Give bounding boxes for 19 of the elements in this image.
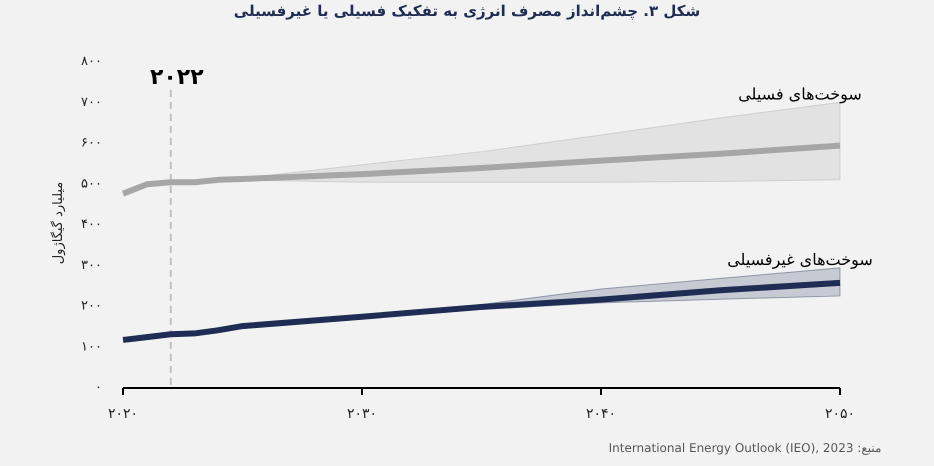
x-tick-label: ۲۰۳۰ [346,406,378,422]
y-tick-label: ۲۰۰ [81,298,102,314]
x-tick-label: ۲۰۵۰ [824,406,856,422]
y-tick-label: ۱۰۰ [81,339,102,354]
y-tick-label: ۵۰۰ [81,176,102,192]
ref-line-label: ۲۰۲۲ [150,65,204,90]
series-label: سوخت‌های غیرفسیلی [727,250,873,269]
y-tick-label: ۴۰۰ [81,217,102,232]
x-tick-label: ۲۰۲۰ [108,406,138,422]
y-tick-label: ۶۰۰ [81,136,102,150]
y-tick-label: ۸۰۰ [81,54,102,69]
y-tick-label: ۳۰۰ [81,258,102,273]
chart-title: شکل ۳. چشم‌انداز مصرف انرژی به تفکیک فسیلی یا غیرفسیلی [234,2,700,20]
y-tick-label: ۰ [95,380,102,395]
y-tick-label: ۷۰۰ [81,94,102,110]
x-tick-label: ۲۰۴۰ [586,406,616,422]
text: سوخت‌های فسیلی [738,84,862,104]
y-axis-title: میلیارد گیگاژول [50,182,66,264]
text: منبع: International Energy Outlook (IEO), 2023 [608,441,882,455]
